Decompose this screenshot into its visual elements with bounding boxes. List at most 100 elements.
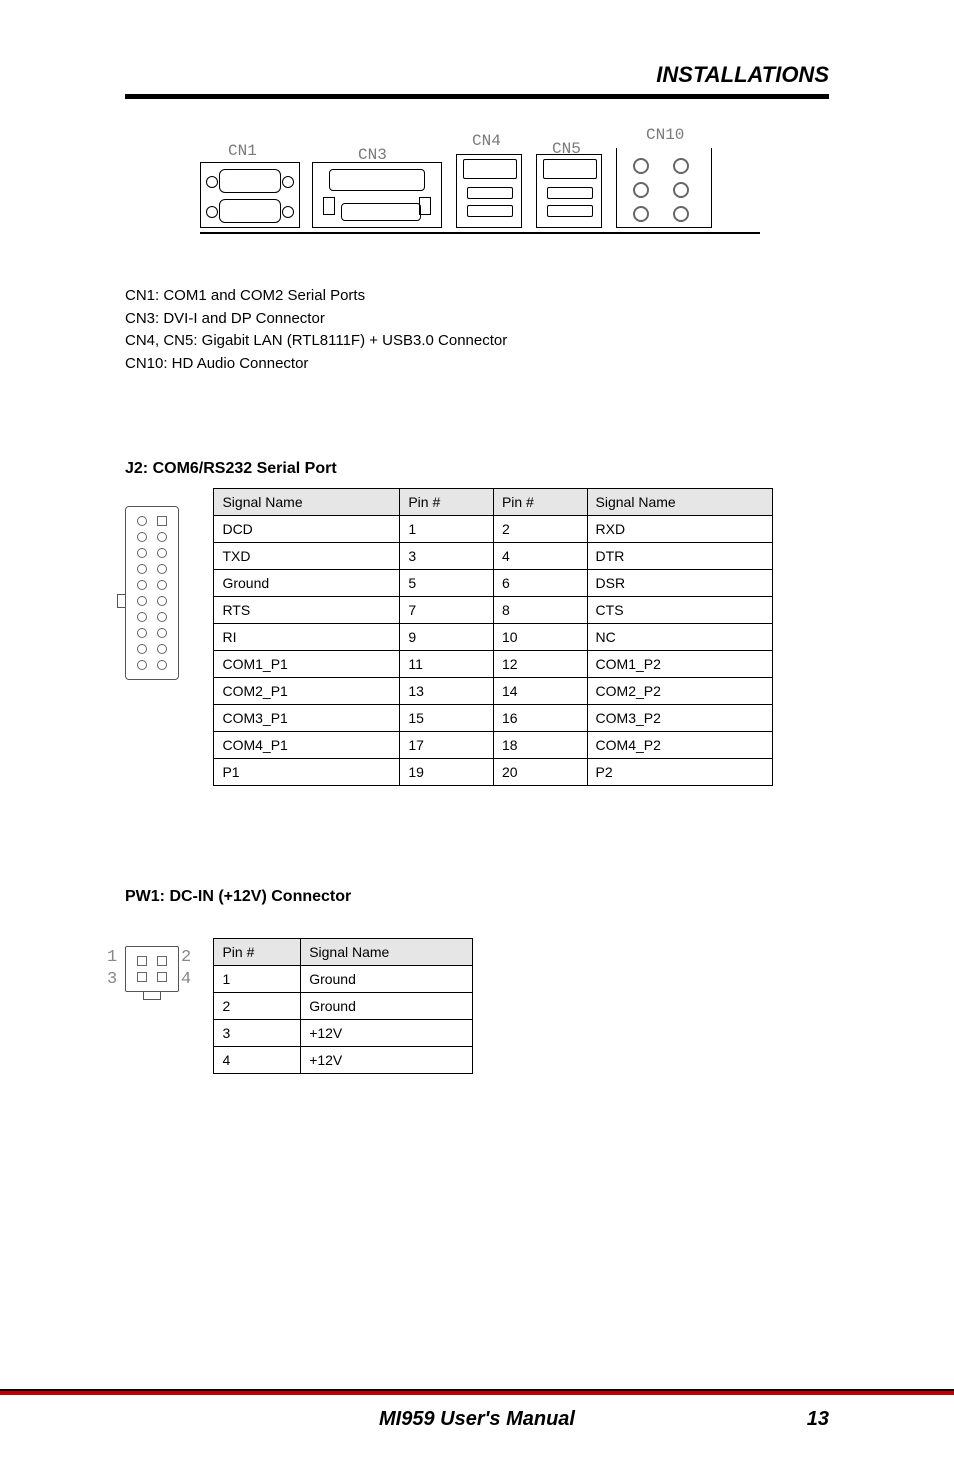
footer-bar: [0, 1389, 954, 1395]
table-cell: 11: [400, 651, 494, 678]
table-cell: 3: [214, 1020, 301, 1047]
table-cell: 1: [214, 966, 301, 993]
table-row: RI910NC: [214, 624, 773, 651]
table-cell: 19: [400, 759, 494, 786]
j2-th-2: Pin #: [493, 489, 587, 516]
desc-cn10: CN10: HD Audio Connector: [125, 353, 829, 376]
desc-cn4-cn5: CN4, CN5: Gigabit LAN (RTL8111F) + USB3.…: [125, 330, 829, 353]
table-row: P11920P2: [214, 759, 773, 786]
table-cell: 16: [493, 705, 587, 732]
table-row: 1Ground: [214, 966, 473, 993]
table-cell: DCD: [214, 516, 400, 543]
table-cell: 3: [400, 543, 494, 570]
j2-pin-table: Signal Name Pin # Pin # Signal Name DCD1…: [213, 488, 773, 786]
cn1-label: CN1: [228, 142, 257, 160]
table-cell: 5: [400, 570, 494, 597]
table-row: Ground56DSR: [214, 570, 773, 597]
table-cell: 7: [400, 597, 494, 624]
table-cell: 4: [493, 543, 587, 570]
cn10-label: CN10: [646, 126, 684, 144]
table-cell: 2: [214, 993, 301, 1020]
table-cell: 17: [400, 732, 494, 759]
table-cell: +12V: [301, 1047, 473, 1074]
j2-tbody: DCD12RXDTXD34DTRGround56DSRRTS78CTSRI910…: [214, 516, 773, 786]
cn5-block: [536, 154, 602, 228]
table-cell: COM4_P1: [214, 732, 400, 759]
table-cell: 14: [493, 678, 587, 705]
rear-panel-diagram: CN1 CN3 CN4 CN5 CN10: [200, 124, 760, 234]
desc-cn1: CN1: COM1 and COM2 Serial Ports: [125, 285, 829, 308]
table-cell: P1: [214, 759, 400, 786]
table-row: COM2_P11314COM2_P2: [214, 678, 773, 705]
table-cell: TXD: [214, 543, 400, 570]
pw1-tbody: 1Ground2Ground3+12V4+12V: [214, 966, 473, 1074]
table-cell: COM4_P2: [587, 732, 773, 759]
table-cell: 4: [214, 1047, 301, 1074]
pw1-num-1: 1: [107, 948, 117, 967]
table-row: 4+12V: [214, 1047, 473, 1074]
table-row: DCD12RXD: [214, 516, 773, 543]
pw1-pin-diagram: 1 2 3 4: [125, 946, 179, 1000]
table-cell: 15: [400, 705, 494, 732]
pw1-title: PW1: DC-IN (+12V) Connector: [125, 888, 829, 906]
cn3-block: [312, 162, 442, 228]
table-cell: Ground: [301, 993, 473, 1020]
table-cell: 6: [493, 570, 587, 597]
table-cell: 10: [493, 624, 587, 651]
pw1-th-0: Pin #: [214, 939, 301, 966]
table-cell: RI: [214, 624, 400, 651]
cn4-label: CN4: [472, 132, 501, 150]
table-cell: DSR: [587, 570, 773, 597]
pw1-section: PW1: DC-IN (+12V) Connector 1 2 3 4 Pin …: [125, 870, 829, 1074]
table-cell: 13: [400, 678, 494, 705]
table-cell: 1: [400, 516, 494, 543]
table-cell: Ground: [301, 966, 473, 993]
table-cell: CTS: [587, 597, 773, 624]
table-cell: RTS: [214, 597, 400, 624]
table-cell: COM1_P1: [214, 651, 400, 678]
desc-cn3: CN3: DVI-I and DP Connector: [125, 308, 829, 331]
pw1-num-4: 4: [181, 970, 191, 989]
table-cell: 18: [493, 732, 587, 759]
table-cell: COM2_P2: [587, 678, 773, 705]
header-rule: [125, 94, 829, 99]
connector-descriptions: CN1: COM1 and COM2 Serial Ports CN3: DVI…: [125, 285, 829, 375]
table-cell: 9: [400, 624, 494, 651]
pw1-pin-table: Pin # Signal Name 1Ground2Ground3+12V4+1…: [213, 938, 473, 1074]
table-cell: 20: [493, 759, 587, 786]
table-row: COM3_P11516COM3_P2: [214, 705, 773, 732]
table-row: 2Ground: [214, 993, 473, 1020]
table-cell: NC: [587, 624, 773, 651]
j2-th-0: Signal Name: [214, 489, 400, 516]
table-cell: COM2_P1: [214, 678, 400, 705]
table-row: 3+12V: [214, 1020, 473, 1047]
table-cell: COM3_P1: [214, 705, 400, 732]
table-cell: Ground: [214, 570, 400, 597]
table-row: COM1_P11112COM1_P2: [214, 651, 773, 678]
j2-section: J2: COM6/RS232 Serial Port Signal Name: [125, 442, 829, 786]
j2-th-1: Pin #: [400, 489, 494, 516]
section-header: INSTALLATIONS: [656, 62, 829, 88]
pw1-num-2: 2: [181, 948, 191, 967]
cn4-block: [456, 154, 522, 228]
table-cell: 8: [493, 597, 587, 624]
footer-page-number: 13: [807, 1408, 829, 1431]
table-cell: +12V: [301, 1020, 473, 1047]
j2-pin-diagram: [125, 506, 179, 680]
table-row: COM4_P11718COM4_P2: [214, 732, 773, 759]
j2-title: J2: COM6/RS232 Serial Port: [125, 460, 829, 478]
table-cell: 12: [493, 651, 587, 678]
table-cell: 2: [493, 516, 587, 543]
pw1-th-1: Signal Name: [301, 939, 473, 966]
table-cell: P2: [587, 759, 773, 786]
table-cell: DTR: [587, 543, 773, 570]
table-cell: COM3_P2: [587, 705, 773, 732]
table-cell: COM1_P2: [587, 651, 773, 678]
table-cell: RXD: [587, 516, 773, 543]
table-row: TXD34DTR: [214, 543, 773, 570]
cn1-block: [200, 162, 300, 228]
table-row: RTS78CTS: [214, 597, 773, 624]
pw1-num-3: 3: [107, 970, 117, 989]
cn10-block: [616, 148, 712, 228]
j2-th-3: Signal Name: [587, 489, 773, 516]
